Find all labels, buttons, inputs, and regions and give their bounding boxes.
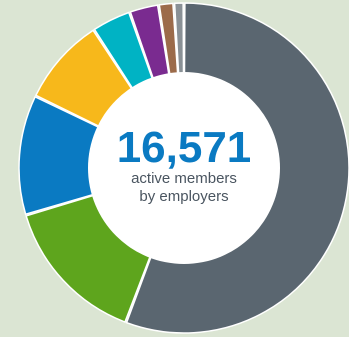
donut-hole <box>88 72 280 264</box>
